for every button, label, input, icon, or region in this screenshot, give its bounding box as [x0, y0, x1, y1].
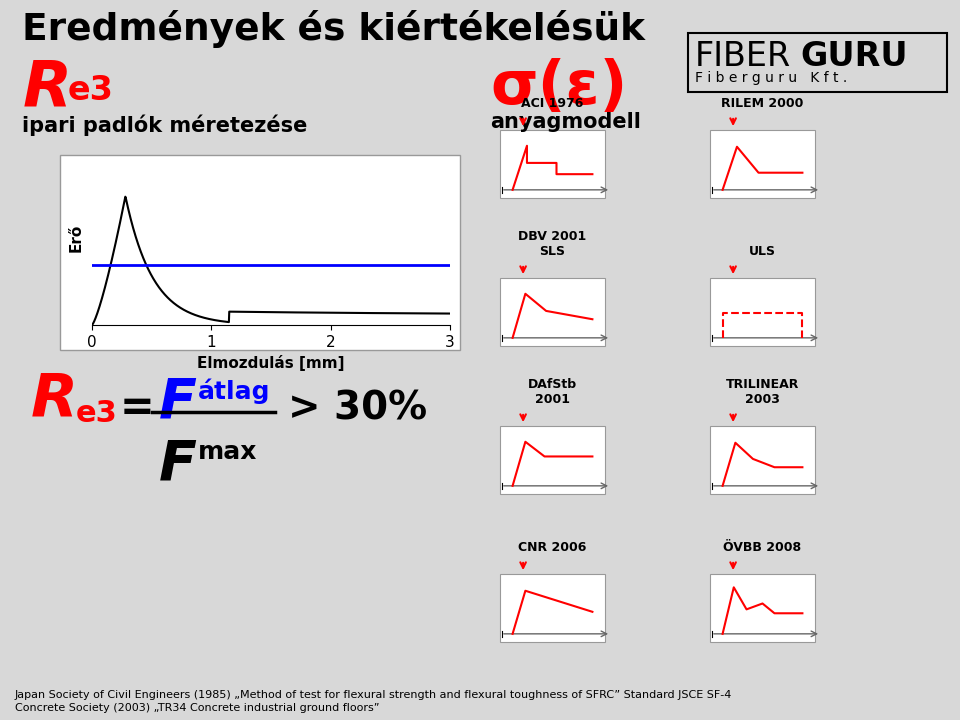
Text: Concrete Society (2003) „TR34 Concrete industrial ground floors”: Concrete Society (2003) „TR34 Concrete i… — [15, 703, 379, 713]
Text: $\bfit{F}$: $\bfit{F}$ — [158, 438, 197, 492]
Bar — [500, 130, 605, 198]
Text: ULS: ULS — [749, 245, 776, 258]
Text: $\bfit{R}$: $\bfit{R}$ — [22, 58, 68, 120]
Text: $\bfit{R}$: $\bfit{R}$ — [30, 371, 74, 430]
Text: > 30%: > 30% — [288, 389, 427, 427]
Text: DAfStb
2001: DAfStb 2001 — [528, 378, 577, 406]
Text: átlag: átlag — [198, 378, 271, 403]
Bar — [500, 278, 605, 346]
Text: FIBER: FIBER — [695, 40, 791, 73]
Text: e3: e3 — [68, 74, 114, 107]
Text: CNR 2006: CNR 2006 — [518, 541, 587, 554]
Text: max: max — [198, 440, 257, 464]
X-axis label: Elmozdulás [mm]: Elmozdulás [mm] — [197, 355, 345, 372]
Bar — [500, 574, 605, 642]
Text: Japan Society of Civil Engineers (1985) „Method of test for flexural strength an: Japan Society of Civil Engineers (1985) … — [15, 690, 732, 700]
Bar — [60, 155, 460, 350]
Text: TRILINEAR
2003: TRILINEAR 2003 — [726, 378, 799, 406]
Bar — [710, 278, 815, 346]
Bar — [710, 426, 815, 494]
Text: e3: e3 — [76, 400, 118, 428]
Bar — [710, 574, 815, 642]
Text: ipari padlók méretezése: ipari padlók méretezése — [22, 115, 307, 137]
Text: ÖVBB 2008: ÖVBB 2008 — [724, 541, 802, 554]
Text: Eredmények és kiértékelésük: Eredmények és kiértékelésük — [22, 10, 645, 48]
Text: RILEM 2000: RILEM 2000 — [721, 97, 804, 110]
Bar — [500, 426, 605, 494]
Text: $\bfit{F}$: $\bfit{F}$ — [158, 375, 197, 429]
Text: σ(ε): σ(ε) — [490, 58, 628, 117]
Bar — [710, 130, 815, 198]
Text: Erő: Erő — [68, 223, 84, 251]
Text: anyagmodell: anyagmodell — [490, 112, 641, 132]
Text: =: = — [120, 387, 155, 429]
Text: ACI 1976: ACI 1976 — [521, 97, 584, 110]
Text: F i b e r g u r u   K f t .: F i b e r g u r u K f t . — [695, 71, 848, 85]
Text: GURU: GURU — [800, 40, 907, 73]
Text: $\mathsf{F}_{\mathsf{max}}$: $\mathsf{F}_{\mathsf{max}}$ — [148, 173, 187, 193]
Text: $\mathsf{F}_{\mathsf{átlag}}$: $\mathsf{F}_{\mathsf{átlag}}$ — [378, 207, 421, 230]
Text: DBV 2001
SLS: DBV 2001 SLS — [518, 230, 587, 258]
